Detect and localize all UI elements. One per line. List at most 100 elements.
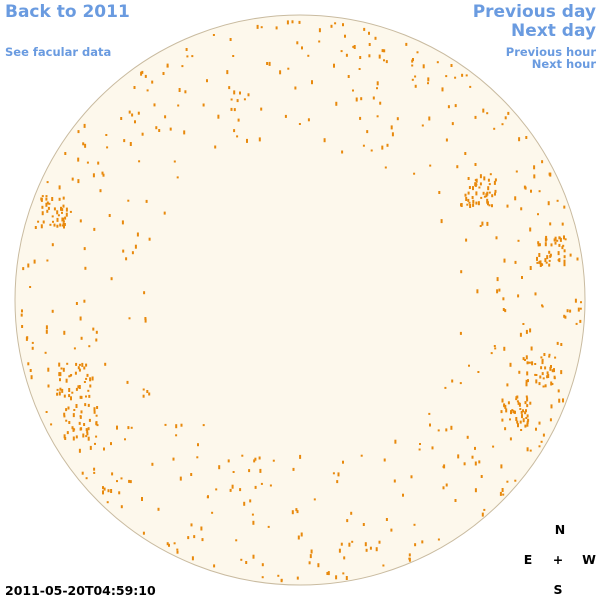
facula-dot (534, 373, 537, 376)
facula-dot (334, 22, 337, 25)
facula-dot (45, 195, 48, 198)
facula-dot (556, 199, 559, 202)
facula-dot (481, 512, 484, 517)
next-hour-link[interactable]: Next hour (532, 57, 597, 71)
facula-dot (421, 124, 424, 127)
facula-dot (456, 165, 459, 169)
facula-dot (37, 220, 40, 223)
facula-dot (21, 325, 24, 328)
facula-dot (544, 366, 547, 370)
facula-dot (486, 112, 489, 115)
facula-dot (374, 36, 377, 40)
facula-dot (41, 195, 44, 198)
facula-dot (287, 67, 290, 70)
facula-dot (138, 160, 141, 163)
facula-dot (181, 65, 184, 68)
facula-dot (468, 364, 470, 367)
facula-dot (143, 291, 146, 295)
facula-dot (563, 205, 566, 209)
facula-dot (211, 511, 214, 514)
facula-dot (62, 196, 65, 200)
facula-dot (541, 360, 544, 365)
facula-dot (468, 201, 471, 204)
facula-layer (20, 20, 582, 583)
facula-dot (493, 127, 496, 130)
facula-dot (549, 418, 552, 422)
facula-dot (79, 415, 82, 418)
facula-dot (411, 78, 414, 81)
facula-dot (108, 214, 111, 217)
facula-dot (564, 315, 567, 319)
facula-dot (526, 420, 529, 424)
facula-dot (347, 75, 350, 78)
facula-dot (489, 173, 492, 176)
facula-dot (202, 103, 205, 107)
facula-dot (142, 394, 145, 398)
facula-dot (454, 76, 457, 79)
facular-link[interactable]: See facular data (5, 45, 111, 59)
facula-dot (68, 394, 71, 398)
facula-dot (185, 48, 188, 51)
facula-dot (372, 96, 375, 100)
facula-dot (84, 403, 87, 407)
facula-dot (517, 401, 520, 405)
facula-dot (376, 87, 378, 90)
facula-dot (524, 424, 527, 428)
facula-dot (353, 45, 356, 49)
facula-dot (368, 43, 371, 46)
previous-day-link[interactable]: Previous day (473, 2, 596, 22)
facula-dot (332, 472, 335, 475)
facula-dot (157, 507, 160, 511)
facula-dot (327, 571, 330, 576)
facula-dot (191, 55, 194, 58)
compass-east: E (524, 552, 533, 567)
facula-dot (145, 199, 148, 203)
facula-dot (31, 346, 34, 350)
facula-dot (62, 220, 65, 223)
facula-dot (72, 436, 75, 441)
facula-dot (122, 249, 125, 253)
facula-dot (469, 204, 472, 208)
previous-hour-link[interactable]: Previous hour (506, 45, 597, 59)
facula-dot (307, 118, 310, 122)
facula-dot (360, 97, 363, 101)
facula-dot (529, 227, 532, 232)
facula-dot (140, 71, 143, 76)
facula-dot (41, 211, 44, 216)
facula-dot (514, 479, 517, 482)
facula-dot (193, 535, 196, 539)
facula-dot (529, 449, 532, 452)
back-link[interactable]: Back to 2011 (5, 2, 130, 22)
facula-dot (51, 309, 54, 313)
facula-dot (80, 410, 83, 414)
facula-dot (75, 302, 78, 305)
facula-dot (148, 392, 151, 396)
facula-dot (102, 173, 105, 177)
facula-dot (297, 535, 300, 540)
facula-dot (408, 553, 411, 557)
facula-dot (52, 220, 54, 223)
facula-dot (93, 471, 96, 474)
facula-dot (501, 398, 504, 403)
facula-dot (366, 130, 369, 134)
facula-dot (65, 419, 68, 422)
facula-dot (75, 387, 78, 391)
facula-dot (454, 104, 457, 108)
facula-dot (77, 130, 80, 134)
facula-dot (80, 336, 83, 340)
facula-dot (515, 417, 518, 421)
facula-dot (123, 139, 126, 143)
facula-dot (553, 368, 555, 373)
facula-dot (480, 196, 483, 199)
facula-dot (553, 375, 556, 379)
facula-dot (153, 103, 156, 107)
facula-dot (537, 241, 540, 245)
facula-dot (75, 435, 78, 439)
next-day-link[interactable]: Next day (511, 21, 596, 41)
facula-dot (375, 547, 378, 552)
facula-dot (444, 386, 447, 389)
facula-dot (184, 90, 187, 94)
facula-dot (53, 223, 56, 227)
facula-dot (465, 238, 468, 242)
facula-dot (86, 432, 89, 436)
